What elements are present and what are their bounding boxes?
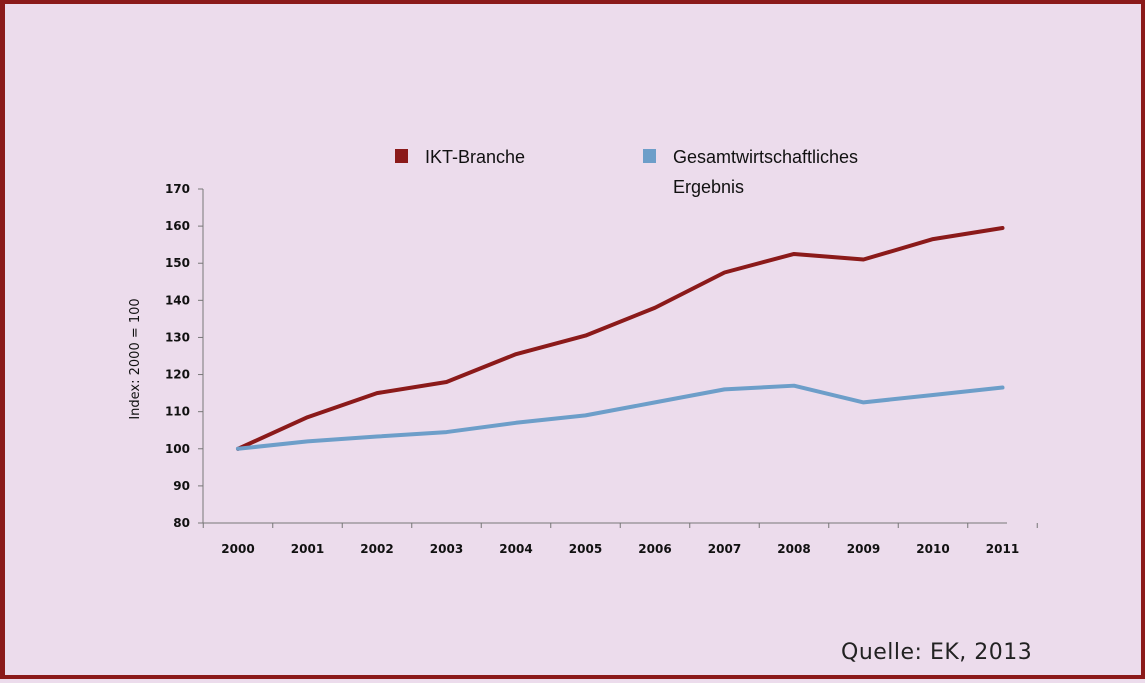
- legend-label-gesamt-line1: Gesamtwirtschaftliches: [673, 147, 858, 167]
- x-tick-label: 2003: [430, 542, 463, 556]
- y-tick-label: 140: [165, 293, 190, 307]
- source-note: Quelle: EK, 2013: [841, 640, 1033, 665]
- y-tick-label: 170: [165, 182, 190, 196]
- series-layer: [236, 225, 1005, 451]
- legend-label-ikt: IKT-Branche: [425, 147, 525, 167]
- y-tick-label: 150: [165, 256, 190, 270]
- chart-svg: IKT-Branche Gesamtwirtschaftliches Ergeb…: [128, 147, 1038, 556]
- y-tick-label: 90: [173, 479, 190, 493]
- y-tick-label: 100: [165, 442, 190, 456]
- x-tick-label: 2008: [777, 542, 810, 556]
- y-axis-title: Index: 2000 = 100: [128, 298, 143, 419]
- x-tick-label: 2002: [360, 542, 393, 556]
- axes: 80 90 100 110 120 130 140 150 160 170 2000 2001 2002…: [165, 182, 1038, 556]
- series-line-gesamt: [236, 383, 1005, 451]
- x-tick-label: 2011: [986, 542, 1019, 556]
- x-tick-label: 2010: [916, 542, 949, 556]
- x-tick-label: 2005: [569, 542, 602, 556]
- x-tick-label: 2001: [291, 542, 324, 556]
- y-tick-label: 120: [165, 368, 190, 382]
- x-tick-label: 2006: [638, 542, 671, 556]
- y-tick-label: 110: [165, 405, 190, 419]
- x-tick-label: 2009: [847, 542, 880, 556]
- y-tick-label: 130: [165, 330, 190, 344]
- x-tick-label: 2004: [499, 542, 532, 556]
- x-tick-label: 2000: [221, 542, 254, 556]
- legend-label-gesamt-line2: Ergebnis: [673, 177, 744, 197]
- x-tick-label: 2007: [708, 542, 741, 556]
- series-line-ikt: [236, 225, 1005, 451]
- y-tick-label: 80: [173, 516, 190, 530]
- legend-swatch-ikt: [395, 149, 408, 163]
- legend-swatch-gesamt: [643, 149, 656, 163]
- y-tick-label: 160: [165, 219, 190, 233]
- legend: IKT-Branche Gesamtwirtschaftliches Ergeb…: [395, 147, 858, 197]
